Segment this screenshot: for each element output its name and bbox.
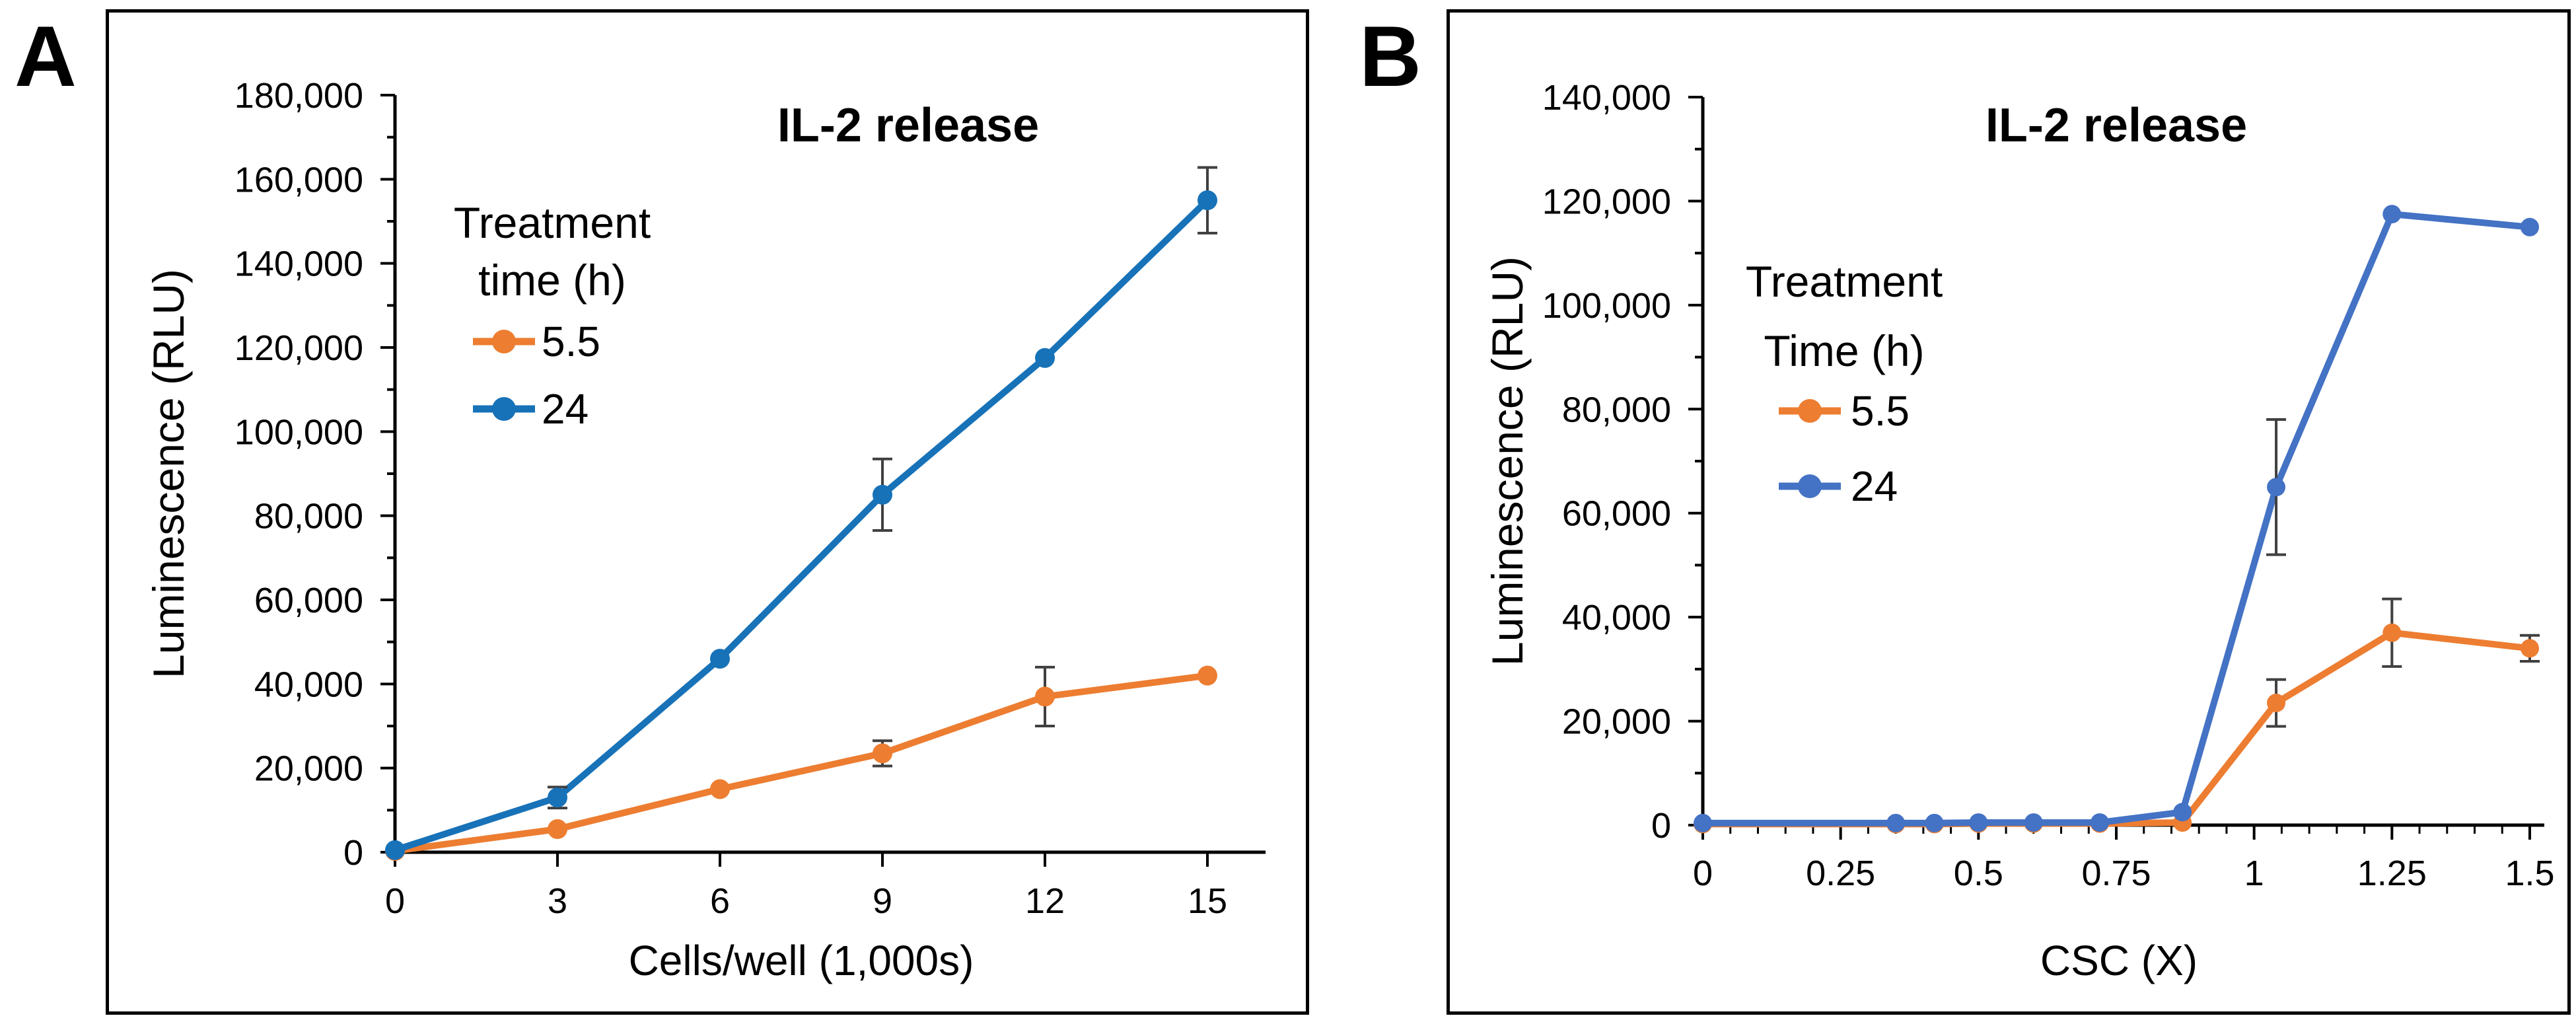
svg-text:80,000: 80,000 — [254, 497, 363, 536]
svg-text:40,000: 40,000 — [254, 665, 363, 704]
svg-text:120,000: 120,000 — [234, 328, 363, 368]
svg-text:80,000: 80,000 — [1562, 390, 1671, 429]
svg-text:1: 1 — [2244, 854, 2264, 893]
svg-text:0: 0 — [1693, 854, 1713, 893]
svg-text:5.5: 5.5 — [542, 318, 600, 365]
svg-text:100,000: 100,000 — [1542, 286, 1671, 326]
svg-text:0.25: 0.25 — [1806, 854, 1875, 893]
svg-text:15: 15 — [1188, 881, 1227, 921]
svg-text:CSC (X): CSC (X) — [2040, 937, 2198, 984]
svg-text:160,000: 160,000 — [234, 160, 363, 200]
panel-b-letter: B — [1359, 8, 1421, 104]
svg-text:24: 24 — [542, 385, 589, 433]
svg-text:100,000: 100,000 — [234, 412, 363, 452]
svg-text:60,000: 60,000 — [254, 581, 363, 620]
svg-text:0.5: 0.5 — [1954, 854, 2003, 893]
svg-text:3: 3 — [548, 881, 567, 921]
svg-text:Time (h): Time (h) — [1764, 326, 1924, 375]
panel-a-letter: A — [15, 8, 77, 104]
svg-text:0: 0 — [385, 881, 405, 921]
svg-text:IL-2 release: IL-2 release — [1986, 99, 2247, 152]
svg-text:60,000: 60,000 — [1562, 494, 1671, 534]
svg-text:20,000: 20,000 — [254, 749, 363, 789]
svg-text:12: 12 — [1025, 881, 1065, 921]
svg-text:Cells/well (1,000s): Cells/well (1,000s) — [629, 937, 974, 984]
svg-text:Luminescence (RLU): Luminescence (RLU) — [1483, 256, 1532, 666]
svg-text:IL-2 release: IL-2 release — [777, 99, 1039, 152]
svg-text:0.75: 0.75 — [2081, 854, 2151, 893]
svg-text:180,000: 180,000 — [234, 76, 363, 116]
panel-a-chart: 0 20,000 40,000 60,000 80,000 100,000 120,000 1… — [106, 9, 1309, 1015]
svg-text:140,000: 140,000 — [234, 244, 363, 284]
svg-text:1.5: 1.5 — [2505, 854, 2554, 893]
svg-text:time (h): time (h) — [478, 256, 626, 305]
svg-text:5.5: 5.5 — [1851, 387, 1910, 435]
svg-text:Treatment: Treatment — [1746, 257, 1943, 306]
svg-text:120,000: 120,000 — [1542, 182, 1671, 221]
svg-text:Treatment: Treatment — [454, 198, 651, 247]
svg-text:9: 9 — [873, 881, 892, 921]
svg-text:20,000: 20,000 — [1562, 702, 1671, 742]
svg-text:40,000: 40,000 — [1562, 598, 1671, 638]
svg-text:6: 6 — [710, 881, 730, 921]
svg-text:1.25: 1.25 — [2357, 854, 2427, 893]
svg-text:140,000: 140,000 — [1542, 78, 1671, 118]
svg-text:Luminescence (RLU): Luminescence (RLU) — [144, 269, 193, 678]
panel-b-chart: 0 20,000 40,000 60,000 80,000 100,000 120,000 1… — [1447, 9, 2571, 1015]
svg-text:24: 24 — [1851, 462, 1898, 510]
svg-text:0: 0 — [1651, 806, 1671, 846]
svg-text:0: 0 — [343, 833, 363, 873]
